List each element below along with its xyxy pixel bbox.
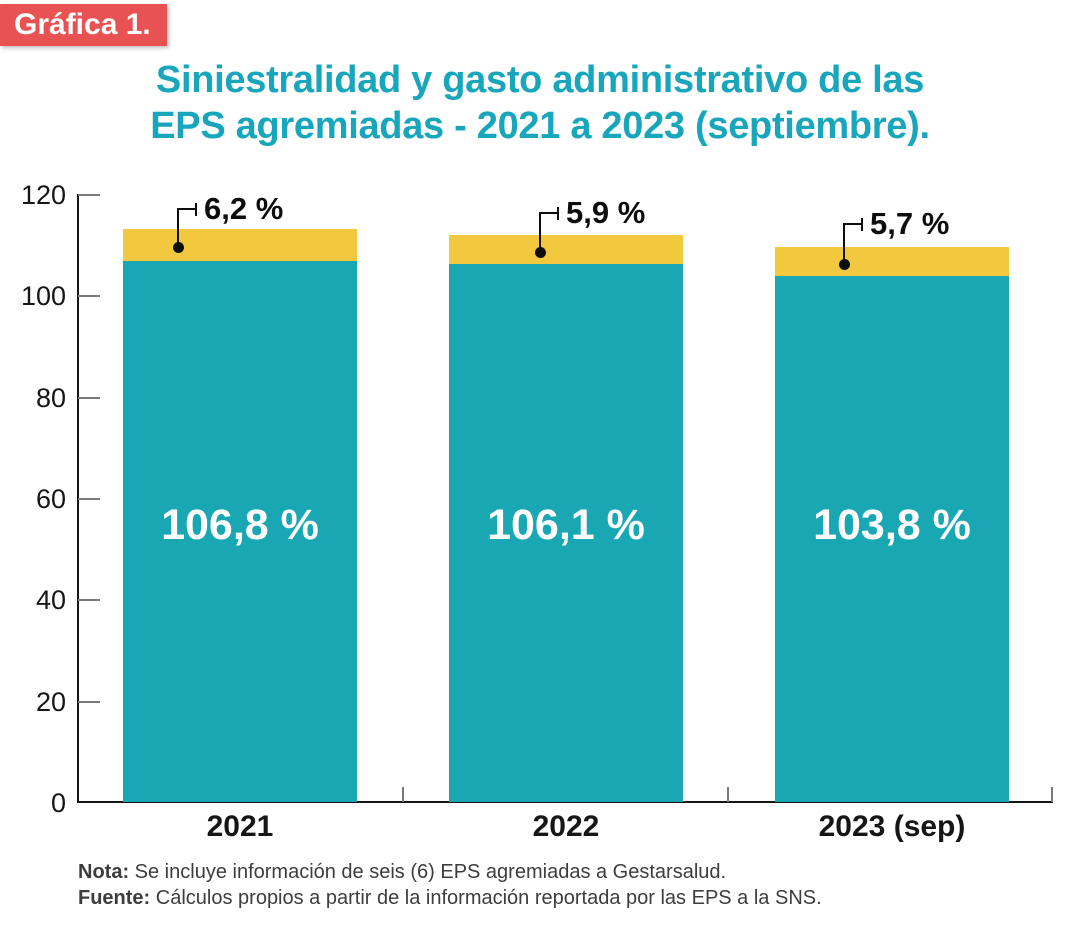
x-tick-1	[402, 787, 404, 802]
x-category-label-2022: 2022	[532, 810, 600, 843]
bar-2021-admin-segment	[123, 229, 357, 261]
figure-badge-label: Gráfica 1.	[14, 8, 151, 41]
x-category-label-2023: 2023 (sep)	[818, 810, 966, 843]
y-tick-120	[78, 194, 100, 196]
y-tick-60	[78, 498, 100, 500]
callout-endtick	[557, 207, 559, 220]
bar-2023-admin-segment	[775, 247, 1009, 277]
bar-2023-value-label: 103,8 %	[813, 501, 971, 549]
note-label: Nota:	[78, 861, 130, 883]
chart-title: Siniestralidad y gasto administrativo de…	[0, 57, 1080, 149]
x-tick-3	[1051, 787, 1053, 802]
callout-hline	[843, 223, 863, 225]
bar-2023-admin-label: 5,7 %	[870, 206, 950, 241]
bar-2023: 103,8 % 5,7 %	[775, 190, 1009, 802]
callout-endtick	[195, 203, 197, 216]
source-line: Fuente: Cálculos propios a partir de la …	[78, 885, 1018, 911]
y-tick-label: 100	[20, 281, 66, 311]
chart-notes: Nota: Se incluye información de seis (6)…	[78, 859, 1018, 911]
figure-badge: Gráfica 1.	[0, 4, 167, 46]
bar-2021-siniestralidad-segment	[123, 260, 357, 802]
source-label: Fuente:	[78, 887, 151, 909]
note-text: Se incluye información de seis (6) EPS a…	[129, 861, 727, 883]
y-tick-label: 40	[35, 585, 66, 615]
y-tick-80	[78, 397, 100, 399]
callout-endtick	[861, 218, 863, 231]
y-tick-label: 120	[20, 180, 66, 210]
bar-2021-value-label: 106,8 %	[161, 501, 319, 549]
x-axis-line	[77, 801, 1053, 803]
y-tick-20	[78, 701, 100, 703]
y-tick-label: 20	[35, 687, 66, 717]
source-text: Cálculos propios a partir de la informac…	[150, 887, 822, 909]
x-category-label-2021: 2021	[206, 810, 274, 843]
callout-hline	[177, 208, 197, 210]
y-tick-label: 60	[35, 484, 66, 514]
bar-2023-siniestralidad-segment	[775, 276, 1009, 802]
bar-2022-siniestralidad-segment	[449, 264, 683, 802]
bar-2022-admin-label: 5,9 %	[566, 195, 646, 230]
note-line: Nota: Se incluye información de seis (6)…	[78, 859, 1018, 885]
callout-hline	[539, 212, 559, 214]
bar-2022-value-label: 106,1 %	[487, 501, 645, 549]
bar-2021-admin-label: 6,2 %	[204, 191, 284, 226]
y-tick-label: 80	[35, 383, 66, 413]
y-tick-label: 0	[50, 788, 66, 818]
chart-title-line2: EPS agremiadas - 2021 a 2023 (septiembre…	[150, 105, 930, 147]
x-tick-2	[727, 787, 729, 802]
bar-2022-admin-segment	[449, 234, 683, 265]
y-tick-40	[78, 599, 100, 601]
bar-2022: 106,1 % 5,9 %	[449, 190, 683, 802]
chart-title-line1: Siniestralidad y gasto administrativo de…	[155, 59, 925, 101]
y-tick-100	[78, 295, 100, 297]
bar-2021: 106,8 % 6,2 %	[123, 190, 357, 802]
